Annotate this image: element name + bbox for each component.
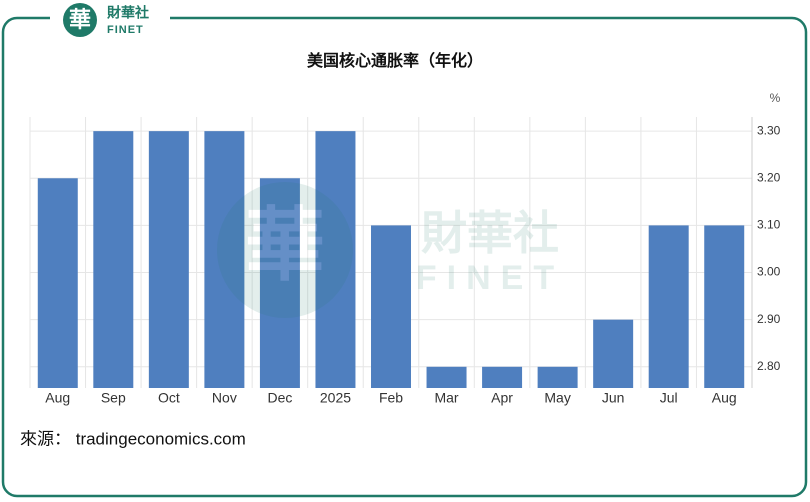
x-tick-label: May xyxy=(544,390,570,406)
x-tick-label: Apr xyxy=(491,390,513,406)
y-tick-label: 2.80 xyxy=(757,359,781,373)
bar xyxy=(315,131,356,388)
logo-badge xyxy=(63,3,97,37)
y-tick-label: 2.90 xyxy=(757,312,781,326)
watermark: 華 財華社 FINET xyxy=(217,182,564,318)
bar xyxy=(204,131,245,388)
y-tick-label: 3.00 xyxy=(757,265,781,279)
x-tick-label: Dec xyxy=(267,390,292,406)
x-tick-label: Oct xyxy=(158,390,180,406)
bar xyxy=(148,131,189,388)
bar xyxy=(259,178,300,388)
logo-latin: FINET xyxy=(107,24,144,36)
watermark-name: 財華社 xyxy=(421,207,559,259)
logo-name: 財華社 xyxy=(106,5,149,21)
chart-title: 美国核心通胀率（年化） xyxy=(307,51,483,70)
watermark-mark: 華 xyxy=(245,201,325,290)
bar xyxy=(704,225,745,388)
x-tick-label: Mar xyxy=(434,390,458,406)
x-tick-label: Nov xyxy=(212,390,237,406)
bar xyxy=(482,366,523,388)
source: 來源： tradingeconomics.com xyxy=(20,429,246,448)
bar xyxy=(537,366,578,388)
y-tick-label: 3.30 xyxy=(757,123,781,137)
bar xyxy=(371,225,411,388)
x-tick-label: Feb xyxy=(379,390,403,406)
bar xyxy=(426,366,467,388)
bar xyxy=(93,131,134,388)
bar xyxy=(37,178,78,388)
x-tick-label: Jul xyxy=(660,390,678,406)
x-tick-label: 2025 xyxy=(320,390,351,406)
x-tick-label: Sep xyxy=(101,390,126,406)
bar xyxy=(593,319,634,388)
y-tick-label: 3.10 xyxy=(757,218,781,232)
y-tick-label: 3.20 xyxy=(757,170,781,184)
x-tick-label: Jun xyxy=(602,390,625,406)
x-tick-label: Aug xyxy=(45,390,70,406)
logo-mark: 華 xyxy=(69,7,91,32)
bar xyxy=(648,225,689,388)
watermark-latin: FINET xyxy=(416,259,564,297)
unit-label: % xyxy=(770,91,781,105)
x-tick-label: Aug xyxy=(712,390,737,406)
plot: 2.80 2.90 3.00 3.10 3.20 3.30 Aug Sep Oct Nov Dec 2… xyxy=(29,117,781,406)
